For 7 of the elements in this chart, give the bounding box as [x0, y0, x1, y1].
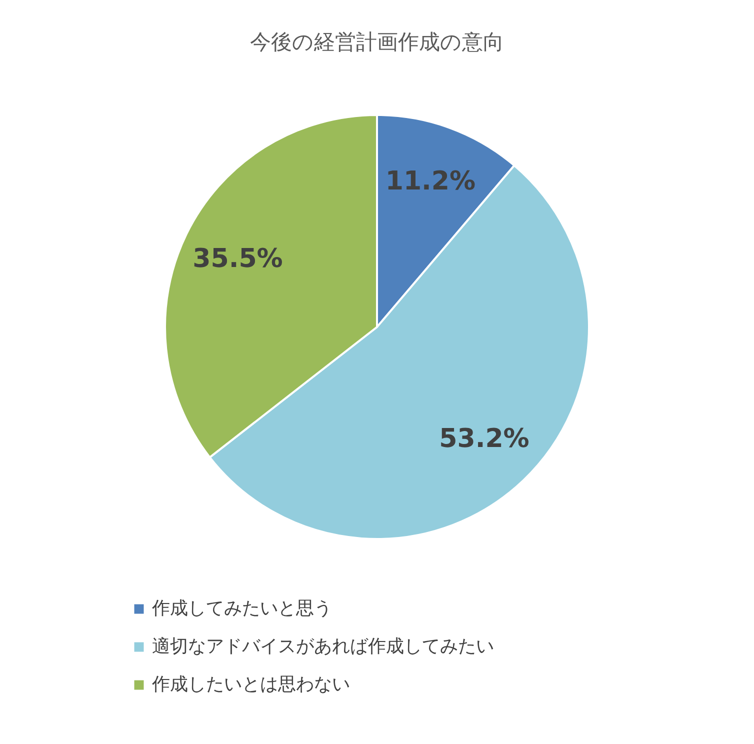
chart-title: 今後の経営計画作成の意向 [250, 30, 504, 54]
data-label: 53.2% [439, 424, 530, 454]
data-label: 11.2% [385, 166, 476, 197]
data-label: 35.5% [192, 244, 283, 274]
legend-label: 作成してみたいと思う [151, 598, 332, 619]
legend-label: 作成したいとは思わない [151, 674, 350, 695]
legend-label: 適切なアドバイスがあれば作成してみたい [152, 636, 494, 657]
